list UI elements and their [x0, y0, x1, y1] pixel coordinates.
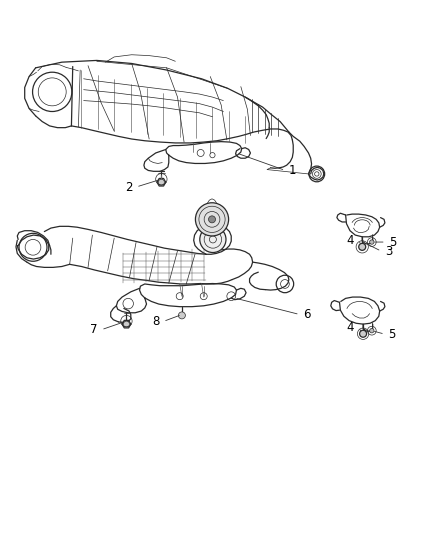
Circle shape [359, 244, 366, 251]
Circle shape [195, 203, 229, 236]
Text: 4: 4 [347, 321, 354, 334]
Circle shape [200, 227, 226, 253]
Text: 3: 3 [385, 245, 392, 258]
Circle shape [370, 328, 374, 333]
Text: 2: 2 [125, 181, 133, 193]
Circle shape [360, 330, 367, 337]
Text: 8: 8 [152, 315, 159, 328]
Circle shape [158, 179, 164, 185]
Circle shape [208, 216, 215, 223]
Text: 5: 5 [389, 328, 396, 341]
Text: 1: 1 [289, 164, 297, 177]
Text: 5: 5 [389, 236, 397, 248]
Circle shape [124, 321, 130, 327]
Circle shape [178, 312, 185, 319]
Text: 6: 6 [303, 308, 311, 321]
Text: 4: 4 [347, 234, 354, 247]
Text: 7: 7 [90, 324, 98, 336]
Circle shape [370, 240, 374, 244]
